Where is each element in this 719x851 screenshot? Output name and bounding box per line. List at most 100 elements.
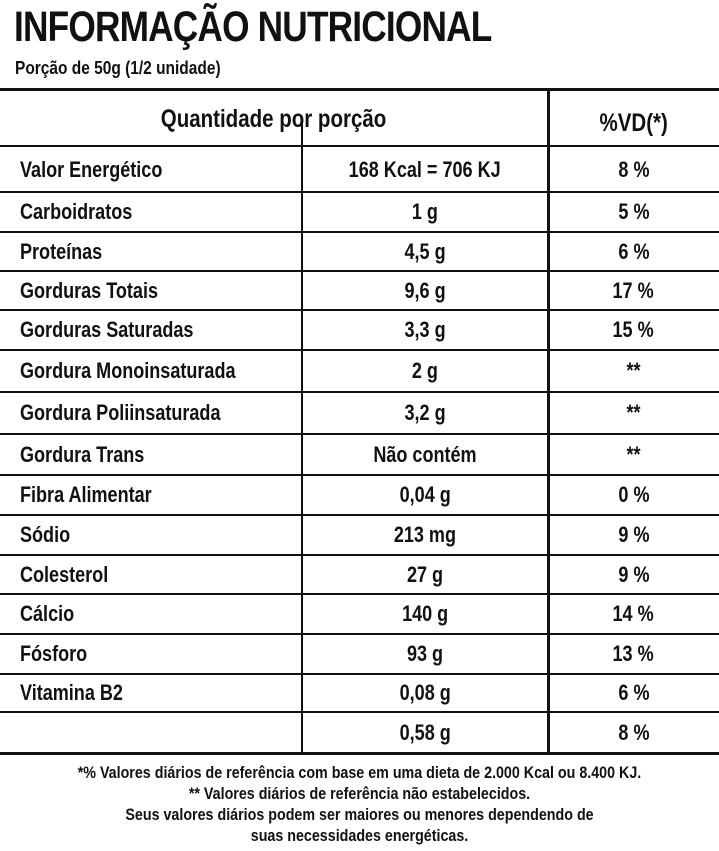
nutrient-name: Carboidratos [20, 197, 157, 227]
nutrient-name-text: Gorduras Saturadas [20, 317, 194, 342]
row-divider [0, 633, 719, 635]
table-row: 0,58 g 8 % [0, 712, 719, 753]
nutrient-quantity-text: 0,04 g [399, 482, 451, 507]
nutrient-quantity-text: 1 g [411, 199, 439, 224]
nutrient-quantity: 4,5 g [302, 237, 548, 267]
quantity-header-label: Quantidade por porção [161, 105, 387, 133]
table-row: Cálcio 140 g 14 % [0, 594, 719, 634]
row-divider [0, 391, 719, 393]
nutrient-name: Proteínas [20, 237, 120, 267]
footnote-line: suas necessidades energéticas. [250, 826, 469, 845]
nutrient-vd-text: 14 % [612, 601, 655, 626]
nutrient-quantity: 93 g [302, 639, 548, 669]
nutrient-vd-text: ** [626, 400, 641, 425]
column-divider-vd [547, 88, 550, 753]
nutrient-vd: 0 % [548, 480, 719, 510]
nutrient-vd: 9 % [548, 560, 719, 590]
nutrient-name: Gordura Trans [20, 440, 172, 470]
nutrient-vd: 5 % [548, 197, 719, 227]
nutrient-name: Colesterol [20, 560, 128, 590]
table-top-border [0, 88, 719, 91]
nutrient-name-text: Fósforo [20, 641, 88, 666]
nutrient-vd: 17 % [548, 276, 719, 306]
nutrient-name-text: Gordura Poliinsaturada [20, 400, 221, 425]
nutrient-quantity-text: Não contém [373, 442, 477, 467]
nutrient-vd-text: 8 % [617, 157, 650, 182]
table-row: Valor Energético 168 Kcal = 706 KJ 8 % [0, 147, 719, 192]
nutrient-vd-text: 6 % [617, 680, 650, 705]
nutrient-quantity: Não contém [302, 440, 548, 470]
nutrient-name: Valor Energético [20, 155, 194, 185]
nutrient-vd-text: 9 % [617, 522, 650, 547]
nutrient-name-text: Valor Energético [20, 157, 163, 182]
nutrient-quantity-text: 168 Kcal = 706 KJ [349, 157, 501, 182]
nutrient-vd-text: 13 % [612, 641, 655, 666]
table-row: Gorduras Saturadas 3,3 g 15 % [0, 310, 719, 350]
nutrient-name-text: Gordura Trans [20, 442, 145, 467]
nutrient-name-text: Fibra Alimentar [20, 482, 152, 507]
footnote-line: Seus valores diários podem ser maiores o… [125, 805, 594, 824]
nutrient-vd: 15 % [548, 315, 719, 345]
nutrient-name: Gorduras Saturadas [20, 315, 232, 345]
footnotes: *% Valores diários de referência com bas… [0, 762, 719, 846]
nutrient-vd: 13 % [548, 639, 719, 669]
nutrient-quantity: 0,04 g [302, 480, 548, 510]
nutrient-name-text: Carboidratos [20, 199, 133, 224]
nutrient-vd: ** [548, 440, 719, 470]
nutrition-table: Quantidade por porção %VD(*) Valor Energ… [0, 88, 719, 755]
nutrient-vd-text: 0 % [617, 482, 650, 507]
nutrient-quantity: 140 g [302, 599, 548, 629]
row-divider [0, 309, 719, 311]
nutrient-quantity-text: 0,08 g [399, 680, 451, 705]
nutrient-name: Gordura Poliinsaturada [20, 398, 265, 428]
nutrient-quantity-text: 140 g [401, 601, 449, 626]
nutrient-vd-text: 8 % [617, 720, 650, 745]
table-row: Gordura Trans Não contém ** [0, 434, 719, 475]
nutrient-quantity: 9,6 g [302, 276, 548, 306]
nutrient-quantity-text: 27 g [406, 562, 444, 587]
column-divider-qty [301, 118, 303, 753]
row-divider [0, 474, 719, 476]
table-row: Carboidratos 1 g 5 % [0, 192, 719, 232]
nutrient-name-text: Cálcio [20, 601, 75, 626]
nutrient-name: Sódio [20, 520, 81, 550]
nutrient-name-text: Sódio [20, 522, 71, 547]
nutrient-vd-text: ** [626, 358, 641, 383]
nutrient-vd: 8 % [548, 718, 719, 748]
nutrient-name: Gorduras Totais [20, 276, 188, 306]
table-row: Proteínas 4,5 g 6 % [0, 232, 719, 271]
nutrient-quantity: 3,2 g [302, 398, 548, 428]
table-row: Gordura Monoinsaturada 2 g ** [0, 350, 719, 392]
nutrient-name-text: Colesterol [20, 562, 109, 587]
footnote-line: *% Valores diários de referência com bas… [77, 763, 642, 782]
nutrient-vd-text: 17 % [612, 278, 655, 303]
nutrient-vd-text: 6 % [617, 239, 650, 264]
row-divider [0, 433, 719, 435]
nutrient-name: Gordura Monoinsaturada [20, 356, 283, 386]
nutrient-vd-text: 5 % [617, 199, 650, 224]
nutrient-vd: 14 % [548, 599, 719, 629]
vd-header: %VD(*) [548, 108, 719, 138]
row-divider [0, 191, 719, 193]
nutrient-vd: 8 % [548, 155, 719, 185]
nutrient-quantity-text: 3,2 g [404, 400, 446, 425]
nutrient-name: Fibra Alimentar [20, 480, 181, 510]
row-divider [0, 554, 719, 556]
nutrient-quantity-text: 2 g [411, 358, 439, 383]
table-row: Sódio 213 mg 9 % [0, 515, 719, 555]
nutrient-quantity: 0,58 g [302, 718, 548, 748]
table-row: Vitamina B2 0,08 g 6 % [0, 674, 719, 712]
nutrient-name-text: Gordura Monoinsaturada [20, 358, 236, 383]
row-divider [0, 514, 719, 516]
nutrient-vd-text: 9 % [617, 562, 650, 587]
nutrient-quantity-text: 0,58 g [399, 720, 451, 745]
nutrient-quantity: 0,08 g [302, 678, 548, 708]
table-row: Fósforo 93 g 13 % [0, 634, 719, 674]
nutrient-quantity-text: 3,3 g [404, 317, 446, 342]
row-divider [0, 231, 719, 233]
nutrient-quantity: 3,3 g [302, 315, 548, 345]
nutrient-vd: 9 % [548, 520, 719, 550]
nutrient-name: Fósforo [20, 639, 102, 669]
row-divider [0, 711, 719, 713]
table-row: Gordura Poliinsaturada 3,2 g ** [0, 392, 719, 434]
